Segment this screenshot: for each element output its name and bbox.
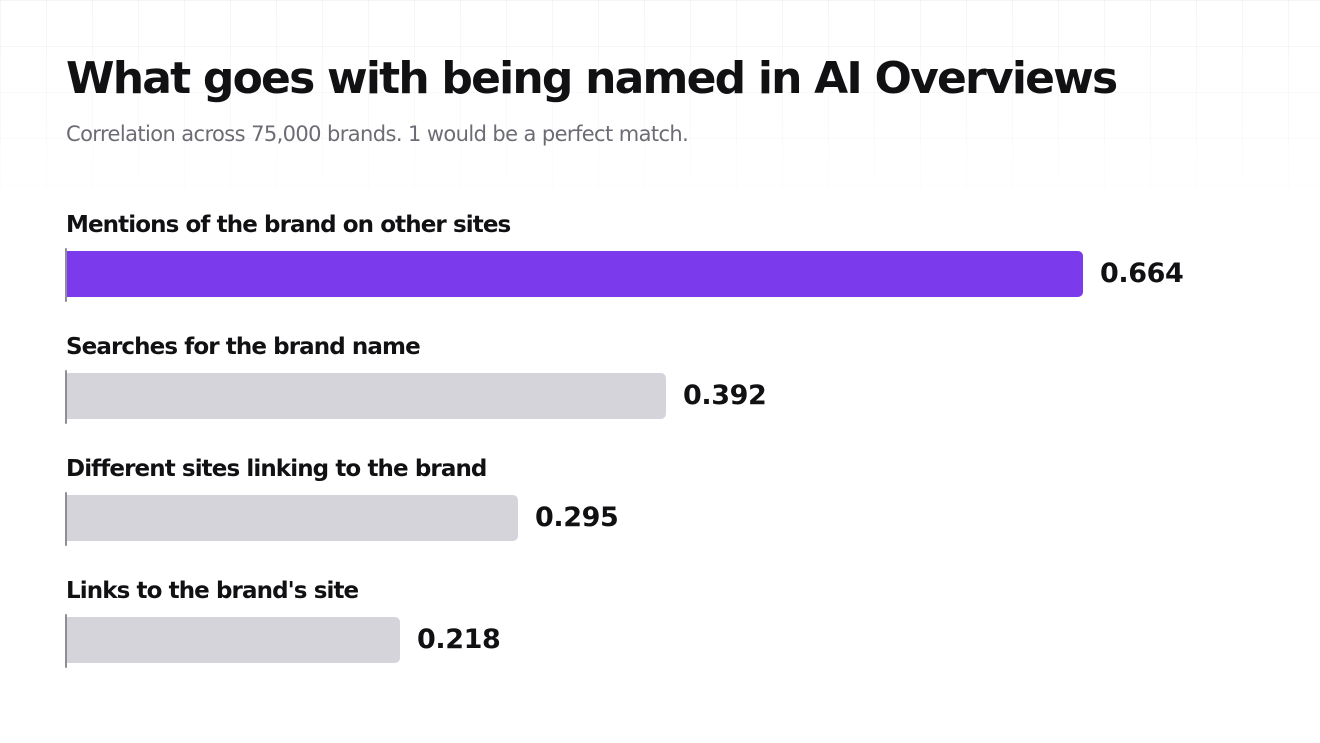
axis-baseline-tick [65,248,67,302]
axis-baseline-tick [65,492,67,546]
bar-row: Searches for the brand name 0.392 [0,331,1320,453]
bar [66,251,1083,297]
background-grid [0,0,1320,215]
axis-baseline-tick [65,370,67,424]
chart-subtitle: Correlation across 75,000 brands. 1 woul… [66,122,689,146]
bar [66,495,518,541]
bar-row: Mentions of the brand on other sites 0.66… [0,209,1320,331]
bar [66,373,666,419]
bar-category-label: Links to the brand's site [66,578,359,604]
axis-baseline-tick [65,614,67,668]
chart-title: What goes with being named in AI Overvie… [66,53,1118,104]
bar-row: Links to the brand's site 0.218 [0,575,1320,697]
bar-value-label: 0.295 [535,502,619,533]
bar-category-label: Searches for the brand name [66,334,421,360]
bar-value-label: 0.218 [417,624,501,655]
bar-category-label: Mentions of the brand on other sites [66,212,511,238]
bar [66,617,400,663]
bar-value-label: 0.392 [683,380,767,411]
bar-value-label: 0.664 [1100,258,1184,289]
bar-row: Different sites linking to the brand 0.29… [0,453,1320,575]
bar-category-label: Different sites linking to the brand [66,456,487,482]
